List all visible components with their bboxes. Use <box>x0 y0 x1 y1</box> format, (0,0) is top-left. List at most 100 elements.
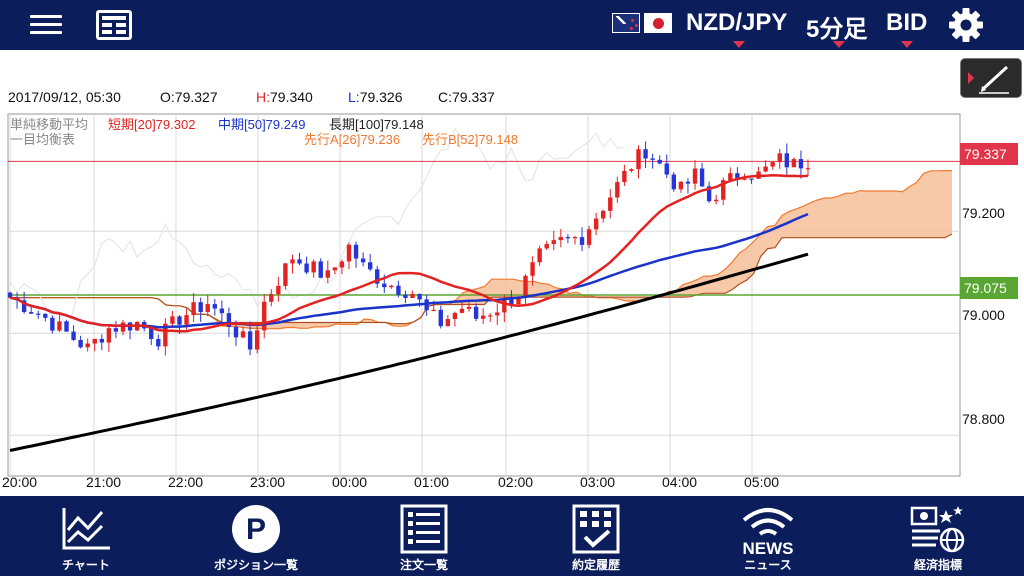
candle-body <box>742 178 747 180</box>
news-wifi-icon: NEWS <box>743 508 794 556</box>
candle-body <box>798 159 804 169</box>
candle-body <box>622 170 627 183</box>
candle-body <box>92 338 97 344</box>
candle-body <box>382 283 387 288</box>
candle-body <box>784 153 790 168</box>
nav-chart-label: チャート <box>62 558 110 572</box>
candle-body <box>262 301 267 331</box>
economic-indicator-icon <box>910 506 965 553</box>
nav-chart[interactable]: チャート <box>16 496 156 576</box>
chikou-line <box>9 127 625 331</box>
nav-positions[interactable]: P ポジション一覧 <box>186 496 326 576</box>
candle-body <box>735 173 740 180</box>
candle-body <box>502 298 507 313</box>
candle-body <box>149 328 154 340</box>
top-bar: NZD/JPY 5分足 BID <box>0 0 1024 50</box>
candle-body <box>699 168 705 187</box>
sma-long-line <box>9 252 809 452</box>
bottom-navigation: チャート P ポジション一覧 注文一覧 <box>0 496 1024 576</box>
x-tick-label: 03:00 <box>580 474 616 490</box>
candle-body <box>254 330 260 350</box>
candle-body <box>205 304 210 313</box>
candle-body <box>664 163 669 175</box>
candle-body <box>728 173 733 181</box>
candle-body <box>85 343 90 348</box>
chart-layout-icon[interactable] <box>96 10 132 40</box>
candle-body <box>304 263 309 273</box>
nav-positions-label: ポジション一覧 <box>213 558 298 572</box>
candle-body <box>777 153 782 163</box>
candle-body <box>78 339 83 348</box>
nav-news[interactable]: NEWS ニュース <box>698 496 838 576</box>
nav-orders[interactable]: 注文一覧 <box>354 496 494 576</box>
candle-body <box>191 302 196 316</box>
sma-legend-title: 単純移動平均 <box>10 117 89 132</box>
current-price-label: 79.337 <box>960 143 1018 165</box>
candle-body <box>706 186 712 202</box>
draw-tool-button[interactable] <box>960 58 1022 98</box>
currency-pair-selector[interactable]: NZD/JPY <box>686 0 796 50</box>
candlestick-series <box>7 141 811 356</box>
bid-ask-selector[interactable]: BID <box>886 0 932 50</box>
sma-mid-legend: 中期[50]79.249 <box>218 117 306 132</box>
candle-body <box>466 306 472 309</box>
menu-icon[interactable] <box>26 10 66 40</box>
candle-body <box>403 294 408 298</box>
candle-body <box>99 338 104 343</box>
execution-history-icon <box>572 504 620 554</box>
candle-body <box>692 168 698 184</box>
candle-body <box>445 319 451 327</box>
candle-body <box>480 315 486 319</box>
candle-body <box>226 313 232 327</box>
pencil-icon <box>968 65 1009 94</box>
candle-body <box>636 149 641 170</box>
candle-body <box>269 294 274 302</box>
candle-body <box>36 313 41 315</box>
candle-body <box>544 244 549 249</box>
candle-body <box>763 166 768 172</box>
candle-body <box>28 312 34 314</box>
bid-ask-label: BID <box>886 9 928 36</box>
chevron-down-icon <box>901 41 913 48</box>
candle-body <box>177 316 182 325</box>
candle-body <box>113 328 119 332</box>
gear-icon[interactable] <box>946 6 986 44</box>
candle-body <box>608 197 613 211</box>
candle-body <box>473 306 479 319</box>
x-tick-label: 01:00 <box>414 474 450 490</box>
candle-body <box>318 261 323 278</box>
candle-body <box>297 259 302 264</box>
candle-body <box>410 294 415 298</box>
price-chart[interactable] <box>0 108 1024 496</box>
span-b-legend: 先行B[52]79.148 <box>422 132 519 147</box>
y-tick-label: 78.800 <box>962 411 1005 427</box>
y-tick-label: 79.200 <box>962 205 1005 221</box>
candle-body <box>417 294 422 300</box>
candle-body <box>572 237 578 239</box>
candle-body <box>791 159 797 168</box>
quote-open: O:79.327 <box>160 89 218 105</box>
candle-body <box>247 331 253 350</box>
candle-body <box>375 269 380 284</box>
x-tick-label: 04:00 <box>662 474 698 490</box>
x-tick-label: 00:00 <box>332 474 368 490</box>
candle-body <box>184 315 189 325</box>
candle-body <box>579 237 585 245</box>
x-tick-label: 21:00 <box>86 474 122 490</box>
candle-body <box>431 309 436 312</box>
nav-orders-label: 注文一覧 <box>399 558 448 572</box>
candle-body <box>516 296 521 305</box>
candle-body <box>120 322 126 332</box>
timeframe-selector[interactable]: 5分足 <box>806 0 872 50</box>
y-tick-label: 79.000 <box>962 307 1005 323</box>
nav-economic-indicators[interactable]: 経済指標 <box>868 496 1008 576</box>
nav-executions[interactable]: 約定履歴 <box>526 496 666 576</box>
sma-short-line <box>9 174 809 333</box>
chevron-down-icon <box>833 41 845 48</box>
candle-body <box>459 308 465 313</box>
x-tick-label: 02:00 <box>498 474 534 490</box>
quote-low: L:79.326 <box>348 89 403 105</box>
candle-body <box>643 149 648 159</box>
candle-body <box>657 159 662 164</box>
